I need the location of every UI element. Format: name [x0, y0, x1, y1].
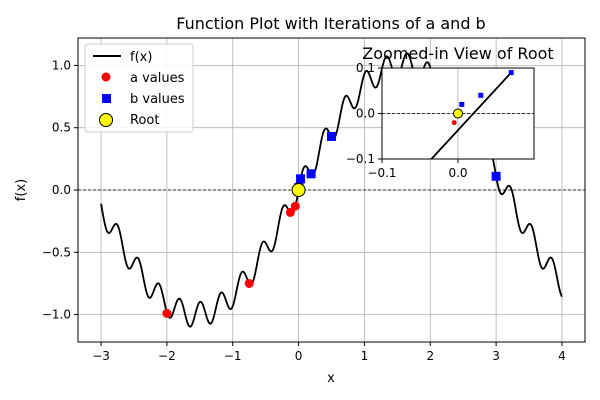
inset-b-point — [508, 70, 514, 76]
a-value-point — [162, 308, 172, 318]
inset-x-tick-label: −0.1 — [367, 166, 396, 180]
inset-x-tick-label: 0.0 — [448, 166, 467, 180]
legend-a-swatch — [101, 72, 111, 82]
inset-y-ticks: −0.1 0.0 0.1 — [346, 61, 382, 166]
a-value-point — [244, 278, 254, 288]
chart-title: Function Plot with Iterations of a and b — [176, 14, 485, 33]
inset-function-curve — [430, 71, 512, 160]
main-axes: −3 −2 −1 0 1 2 3 4 −1.0 −0.5 0.0 0.5 1.0 — [42, 37, 586, 363]
x-tick-label: 1 — [361, 349, 369, 363]
a-value-point — [285, 207, 295, 217]
x-tick-label: 4 — [558, 349, 566, 363]
legend-label: Root — [130, 113, 159, 128]
inset-y-tick-label: 0.1 — [356, 61, 375, 75]
legend-root-swatch — [99, 113, 113, 127]
y-tick-label: −1.0 — [42, 308, 71, 322]
x-tick-label: 3 — [492, 349, 500, 363]
inset-root-point — [453, 108, 463, 119]
root-point — [291, 183, 306, 197]
legend-label: b values — [130, 92, 185, 107]
inset-zoom: −0.1 0.0 −0.1 0.0 0.1 Zoomed-in View of Roo… — [346, 44, 554, 180]
y-axis-label: f(x) — [14, 179, 29, 201]
b-value-point — [327, 131, 336, 141]
inset-x-ticks: −0.1 0.0 — [367, 159, 468, 180]
inset-curve-path — [430, 71, 512, 160]
legend-label: f(x) — [130, 50, 152, 65]
x-tick-label: 0 — [295, 349, 303, 363]
y-tick-label: 0.5 — [52, 121, 71, 135]
y-tick-label: 0.0 — [52, 183, 71, 197]
b-value-point — [296, 174, 306, 184]
x-axis-label: x — [327, 371, 335, 386]
inset-iteration-points — [451, 70, 514, 126]
x-tick-label: −1 — [224, 349, 242, 363]
inset-title: Zoomed-in View of Root — [362, 44, 553, 63]
x-axis-ticks: −3 −2 −1 0 1 2 3 4 — [92, 342, 566, 363]
y-tick-label: 1.0 — [52, 58, 71, 72]
x-tick-label: 2 — [426, 349, 434, 363]
inset-y-tick-label: 0.0 — [356, 107, 375, 121]
x-tick-label: −2 — [158, 349, 176, 363]
b-value-point — [491, 171, 501, 181]
legend-box — [84, 43, 194, 133]
iteration-points — [162, 131, 501, 318]
legend: f(x) a values b values Root — [84, 43, 194, 133]
legend-b-swatch — [102, 94, 111, 103]
y-axis-ticks: −1.0 −0.5 0.0 0.5 1.0 — [42, 58, 78, 322]
b-value-point — [306, 169, 316, 179]
inset-b-point — [478, 92, 484, 98]
x-tick-label: −3 — [92, 349, 110, 363]
inset-b-point — [459, 101, 465, 107]
legend-label: a values — [130, 71, 185, 86]
a-value-point — [290, 201, 300, 211]
inset-y-tick-label: −0.1 — [346, 152, 375, 166]
inset-a-point — [451, 120, 457, 126]
y-tick-label: −0.5 — [42, 245, 71, 259]
